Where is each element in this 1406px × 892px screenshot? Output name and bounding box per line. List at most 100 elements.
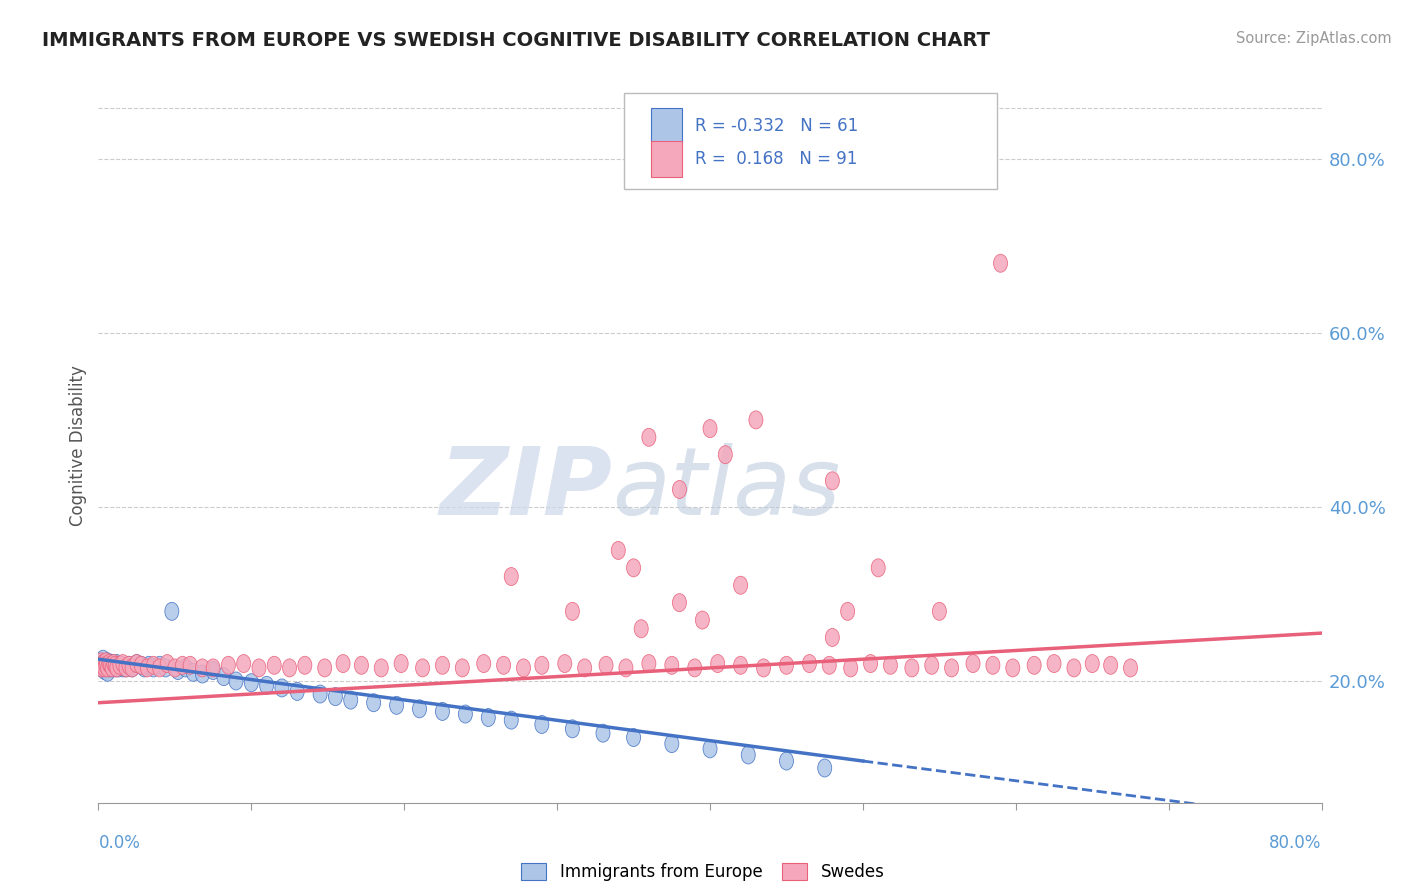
Ellipse shape — [779, 752, 793, 770]
Ellipse shape — [627, 729, 641, 747]
Ellipse shape — [229, 672, 243, 690]
Ellipse shape — [103, 657, 117, 674]
FancyBboxPatch shape — [624, 93, 997, 189]
Ellipse shape — [436, 702, 450, 721]
Ellipse shape — [134, 657, 148, 674]
Ellipse shape — [619, 659, 633, 677]
Ellipse shape — [688, 659, 702, 677]
Ellipse shape — [107, 657, 121, 674]
Ellipse shape — [105, 655, 120, 673]
Ellipse shape — [96, 657, 110, 674]
Ellipse shape — [477, 655, 491, 673]
Ellipse shape — [749, 411, 763, 429]
Ellipse shape — [436, 657, 450, 674]
Ellipse shape — [374, 659, 388, 677]
Ellipse shape — [98, 659, 112, 677]
Ellipse shape — [142, 657, 156, 674]
Ellipse shape — [945, 659, 959, 677]
Ellipse shape — [1085, 655, 1099, 673]
Ellipse shape — [98, 657, 112, 674]
Ellipse shape — [986, 657, 1000, 674]
Ellipse shape — [108, 659, 122, 677]
Ellipse shape — [195, 659, 209, 677]
Ellipse shape — [825, 629, 839, 647]
Ellipse shape — [110, 659, 124, 677]
Ellipse shape — [103, 655, 117, 673]
Ellipse shape — [505, 567, 519, 585]
Ellipse shape — [153, 657, 166, 674]
Ellipse shape — [883, 657, 897, 674]
Ellipse shape — [298, 657, 312, 674]
Ellipse shape — [627, 558, 641, 577]
Ellipse shape — [672, 481, 686, 499]
Ellipse shape — [389, 697, 404, 714]
Ellipse shape — [734, 576, 748, 594]
Ellipse shape — [643, 655, 655, 673]
Ellipse shape — [125, 659, 139, 677]
Ellipse shape — [104, 659, 118, 677]
Ellipse shape — [112, 657, 127, 674]
Ellipse shape — [94, 653, 108, 671]
Ellipse shape — [1047, 655, 1062, 673]
Ellipse shape — [115, 659, 129, 677]
Ellipse shape — [283, 659, 297, 677]
Ellipse shape — [146, 659, 160, 677]
Text: Source: ZipAtlas.com: Source: ZipAtlas.com — [1236, 31, 1392, 46]
Ellipse shape — [96, 657, 110, 674]
Ellipse shape — [276, 679, 288, 697]
Ellipse shape — [612, 541, 626, 559]
Ellipse shape — [179, 659, 193, 677]
Ellipse shape — [138, 659, 152, 677]
Ellipse shape — [159, 659, 173, 677]
Ellipse shape — [534, 715, 548, 733]
Ellipse shape — [756, 659, 770, 677]
Ellipse shape — [101, 653, 115, 671]
Ellipse shape — [318, 659, 332, 677]
Ellipse shape — [93, 655, 107, 673]
Ellipse shape — [107, 655, 121, 673]
Ellipse shape — [863, 655, 877, 673]
Ellipse shape — [110, 655, 124, 673]
Ellipse shape — [96, 650, 110, 668]
Legend: Immigrants from Europe, Swedes: Immigrants from Europe, Swedes — [515, 856, 891, 888]
Ellipse shape — [481, 708, 495, 726]
Ellipse shape — [165, 602, 179, 620]
Ellipse shape — [141, 659, 155, 677]
Ellipse shape — [416, 659, 430, 677]
Ellipse shape — [696, 611, 710, 629]
Text: 80.0%: 80.0% — [1270, 834, 1322, 852]
Ellipse shape — [534, 657, 548, 674]
Ellipse shape — [105, 659, 120, 677]
Ellipse shape — [167, 659, 181, 677]
Ellipse shape — [703, 739, 717, 758]
Ellipse shape — [252, 659, 266, 677]
Ellipse shape — [134, 657, 148, 674]
Text: R = -0.332   N = 61: R = -0.332 N = 61 — [696, 117, 859, 136]
Ellipse shape — [994, 254, 1008, 272]
Ellipse shape — [94, 659, 108, 677]
Ellipse shape — [516, 659, 530, 677]
Ellipse shape — [932, 602, 946, 620]
Ellipse shape — [672, 594, 686, 612]
Ellipse shape — [779, 657, 793, 674]
Ellipse shape — [122, 657, 136, 674]
Ellipse shape — [505, 711, 519, 729]
Ellipse shape — [578, 659, 592, 677]
Ellipse shape — [703, 419, 717, 438]
Ellipse shape — [207, 659, 221, 677]
Ellipse shape — [221, 657, 235, 674]
Ellipse shape — [367, 694, 381, 712]
Ellipse shape — [1028, 657, 1042, 674]
Ellipse shape — [825, 472, 839, 490]
Ellipse shape — [104, 657, 118, 674]
Ellipse shape — [741, 746, 755, 764]
Ellipse shape — [290, 682, 304, 700]
Ellipse shape — [186, 664, 200, 681]
Ellipse shape — [172, 662, 186, 680]
Ellipse shape — [718, 446, 733, 464]
Text: 0.0%: 0.0% — [98, 834, 141, 852]
Ellipse shape — [665, 657, 679, 674]
Ellipse shape — [267, 657, 281, 674]
Ellipse shape — [120, 659, 134, 677]
Ellipse shape — [634, 620, 648, 638]
